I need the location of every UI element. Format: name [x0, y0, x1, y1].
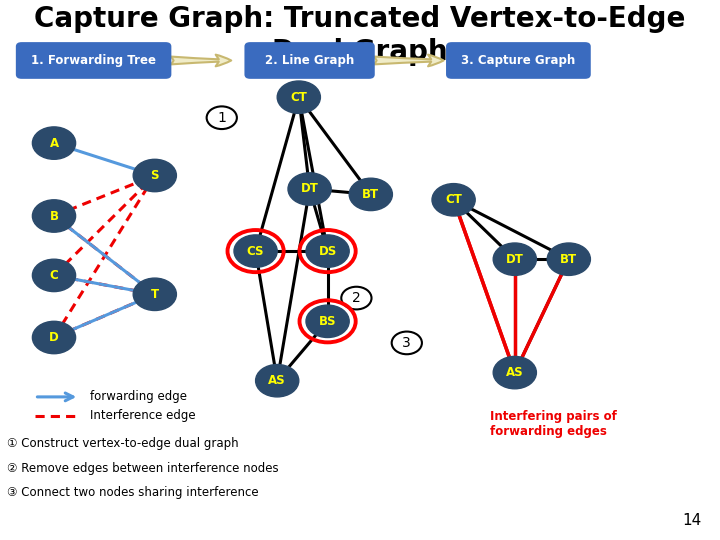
Text: CT: CT: [445, 193, 462, 206]
Circle shape: [32, 200, 76, 232]
Circle shape: [277, 81, 320, 113]
Text: ① Construct vertex-to-edge dual graph: ① Construct vertex-to-edge dual graph: [7, 437, 239, 450]
Circle shape: [288, 173, 331, 205]
Text: AS: AS: [269, 374, 286, 387]
Text: ③ Connect two nodes sharing interference: ③ Connect two nodes sharing interference: [7, 486, 258, 499]
Text: DT: DT: [506, 253, 523, 266]
Text: Capture Graph: Truncated Vertex-to-Edge: Capture Graph: Truncated Vertex-to-Edge: [35, 5, 685, 33]
Circle shape: [32, 259, 76, 292]
Text: CS: CS: [247, 245, 264, 258]
Text: ② Remove edges between interference nodes: ② Remove edges between interference node…: [7, 462, 279, 475]
Circle shape: [432, 184, 475, 216]
Text: A: A: [50, 137, 58, 150]
Text: DT: DT: [301, 183, 318, 195]
Text: AS: AS: [506, 366, 523, 379]
Circle shape: [392, 332, 422, 354]
Circle shape: [341, 287, 372, 309]
Circle shape: [32, 321, 76, 354]
Text: DS: DS: [318, 245, 337, 258]
Text: B: B: [50, 210, 58, 222]
Text: 14: 14: [683, 513, 702, 528]
Circle shape: [547, 243, 590, 275]
Text: Dual Graph: Dual Graph: [272, 38, 448, 66]
Text: S: S: [150, 169, 159, 182]
Text: BS: BS: [319, 315, 336, 328]
Circle shape: [133, 278, 176, 310]
FancyBboxPatch shape: [446, 42, 590, 79]
Text: 3. Capture Graph: 3. Capture Graph: [462, 54, 575, 67]
Text: BT: BT: [362, 188, 379, 201]
Circle shape: [306, 305, 349, 338]
Circle shape: [256, 364, 299, 397]
Circle shape: [306, 235, 349, 267]
Text: 1: 1: [217, 111, 226, 125]
Circle shape: [32, 127, 76, 159]
Text: C: C: [50, 269, 58, 282]
Circle shape: [207, 106, 237, 129]
Text: CT: CT: [290, 91, 307, 104]
Text: 2: 2: [352, 291, 361, 305]
Text: Interfering pairs of
forwarding edges: Interfering pairs of forwarding edges: [490, 410, 616, 438]
Text: 3: 3: [402, 336, 411, 350]
Circle shape: [493, 356, 536, 389]
Text: D: D: [49, 331, 59, 344]
Text: Interference edge: Interference edge: [90, 409, 196, 422]
Circle shape: [234, 235, 277, 267]
Text: BT: BT: [560, 253, 577, 266]
Text: 1. Forwarding Tree: 1. Forwarding Tree: [31, 54, 156, 67]
FancyBboxPatch shape: [16, 42, 171, 79]
Circle shape: [349, 178, 392, 211]
Text: 2. Line Graph: 2. Line Graph: [265, 54, 354, 67]
FancyBboxPatch shape: [244, 42, 374, 79]
Text: T: T: [150, 288, 159, 301]
Circle shape: [493, 243, 536, 275]
Text: forwarding edge: forwarding edge: [90, 390, 187, 403]
Circle shape: [133, 159, 176, 192]
